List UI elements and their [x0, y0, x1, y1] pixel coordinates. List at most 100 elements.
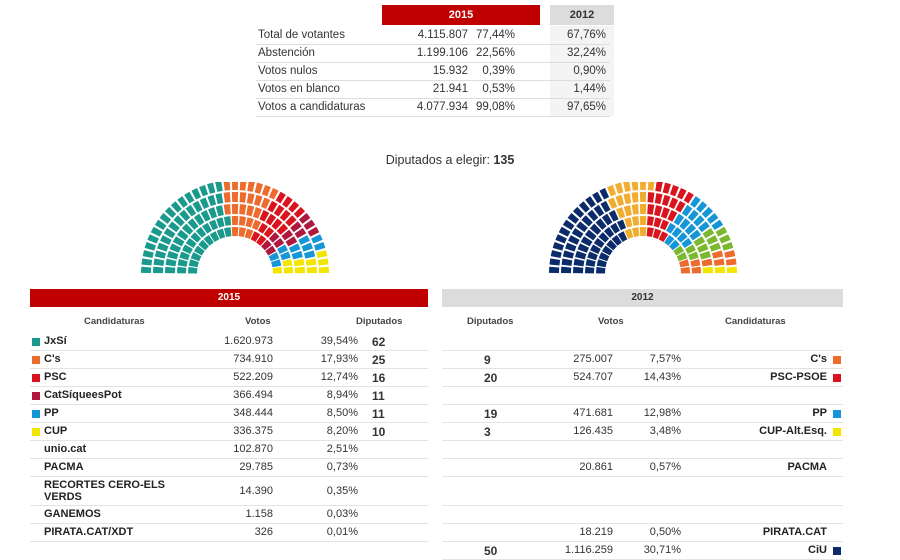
seat-mark: [223, 182, 231, 191]
party-pct: 0,03%: [326, 508, 358, 520]
seat-mark: [142, 250, 154, 259]
seat-mark: [165, 258, 177, 267]
seat-mark: [258, 222, 268, 234]
seat-mark: [658, 231, 669, 242]
party-name: PACMA: [44, 461, 84, 473]
party-votes: 275.007: [573, 353, 613, 365]
party-party: C's: [810, 353, 827, 365]
seat-mark: [215, 193, 224, 205]
seat-mark: [616, 219, 627, 231]
seat-mark: [165, 266, 176, 274]
seat-mark: [595, 218, 607, 230]
seat-mark: [555, 234, 567, 244]
seat-mark: [596, 259, 607, 268]
seat-mark: [208, 207, 218, 219]
seat-mark: [596, 266, 606, 274]
seat-mark: [681, 204, 693, 217]
seat-mark: [587, 209, 599, 222]
summary-pct-prev: 32,24%: [566, 47, 606, 59]
seat-mark: [639, 182, 647, 191]
seat-mark: [585, 259, 596, 267]
party-votes: 14.390: [239, 485, 273, 497]
table-row: RECORTES CERO-ELS VERDS 14.390 0,35%: [30, 477, 428, 506]
col-diputados-2015: Diputados: [356, 316, 403, 327]
seat-mark: [639, 216, 647, 226]
seat-mark: [291, 250, 303, 260]
summary-votes: 21.941: [432, 83, 468, 95]
seat-mark: [639, 192, 647, 203]
seat-mark: [593, 204, 605, 217]
seat-mark: [154, 219, 167, 231]
seat-mark: [177, 196, 188, 208]
seat-mark: [250, 231, 261, 242]
seat-mark: [669, 184, 679, 197]
party-pct: 0,73%: [326, 461, 358, 473]
seat-mark: [699, 250, 711, 260]
seat-mark: [305, 258, 317, 266]
seat-mark: [141, 266, 152, 273]
seat-mark: [154, 250, 167, 259]
seat-mark: [693, 215, 705, 227]
party-votes: 20.861: [579, 461, 613, 473]
party-seats: 11: [372, 389, 385, 403]
table-row: 3 126.435 3,48% CUP-Alt.Esq.: [442, 423, 843, 441]
seat-mark: [606, 239, 617, 251]
seat-mark: [623, 205, 632, 217]
seat-mark: [654, 193, 663, 205]
seat-mark: [585, 196, 596, 208]
seat-mark: [653, 217, 662, 228]
seat-mark: [184, 191, 195, 204]
seat-mark: [177, 259, 188, 267]
party-pct: 0,01%: [326, 526, 358, 538]
seat-mark: [607, 184, 617, 197]
summary-label: Abstención: [258, 47, 315, 59]
table-2015-header: 2015: [30, 289, 428, 307]
party-color-swatch: [32, 410, 40, 418]
table-row: PSC 522.209 12,74% 16: [30, 369, 428, 387]
table-2015-year: 2015: [217, 292, 241, 303]
seat-mark: [721, 242, 734, 251]
seat-mark: [190, 252, 202, 262]
seat-mark: [676, 252, 688, 262]
party-pct: 7,57%: [649, 353, 681, 365]
party-seats: 9: [484, 353, 491, 367]
party-color-swatch: [32, 356, 40, 364]
seat-mark: [279, 209, 291, 222]
seat-mark: [271, 259, 282, 268]
seat-mark: [687, 209, 699, 222]
seat-mark: [673, 213, 685, 226]
seat-mark: [662, 182, 671, 194]
seat-mark: [603, 227, 615, 238]
seat-mark: [568, 235, 580, 245]
table-row: 20 524.707 14,43% PSC-PSOE: [442, 369, 843, 387]
party-seats: 25: [372, 353, 386, 367]
party-votes: 29.785: [239, 461, 273, 473]
seat-mark: [585, 266, 595, 274]
table-row: [442, 387, 843, 405]
seat-mark: [681, 237, 693, 249]
seat-mark: [157, 242, 169, 252]
seat-mark: [239, 192, 247, 203]
party-name: CatSíqueesPot: [44, 389, 122, 401]
party-name: JxSí: [44, 335, 67, 347]
seat-mark: [576, 221, 588, 233]
seat-mark: [254, 182, 263, 194]
deputies-value: 135: [493, 153, 515, 167]
seat-mark: [188, 266, 198, 274]
seat-mark: [711, 250, 724, 259]
seat-mark: [631, 216, 640, 226]
seat-mark: [690, 259, 701, 267]
seat-mark: [647, 204, 655, 215]
seat-mark: [659, 219, 670, 231]
party-name: unio.cat: [44, 443, 87, 455]
party-pct: 12,98%: [643, 407, 681, 419]
seat-mark: [573, 266, 584, 274]
party-pct: 0,57%: [649, 461, 681, 473]
seat-mark: [208, 219, 219, 231]
seat-mark: [313, 242, 326, 251]
party-votes: 348.444: [233, 407, 273, 419]
table-row: CUP 336.375 8,20% 10: [30, 423, 428, 441]
seat-mark: [714, 266, 725, 274]
table-row: 50 1.116.259 30,71% CiU: [442, 542, 843, 560]
table-row: 18.219 0,50% PIRATA.CAT: [442, 524, 843, 542]
